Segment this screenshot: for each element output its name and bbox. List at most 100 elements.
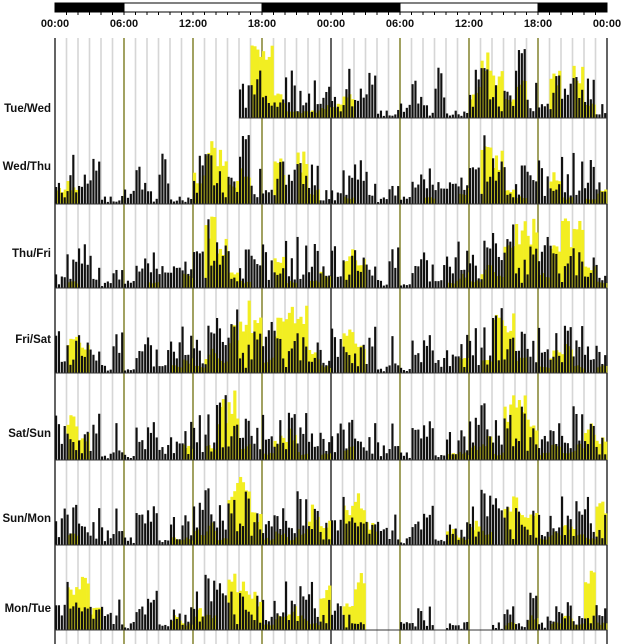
activity-bar <box>175 358 178 373</box>
activity-bar <box>287 174 291 204</box>
activity-bar <box>586 182 590 204</box>
activity-bar <box>152 252 155 288</box>
activity-bar <box>256 427 259 460</box>
activity-bar <box>469 168 472 204</box>
activity-bar <box>512 197 515 204</box>
activity-bar <box>55 335 58 373</box>
activity-bar <box>112 346 115 373</box>
activity-bar <box>264 252 268 288</box>
activity-bar <box>101 199 104 204</box>
activity-bar <box>322 266 325 288</box>
activity-bar <box>152 599 155 630</box>
activity-bar <box>72 507 75 545</box>
activity-bar <box>523 627 526 630</box>
activity-bar <box>106 281 109 288</box>
activity-bar <box>425 105 429 118</box>
activity-bar <box>474 265 477 288</box>
light-bar <box>598 443 602 460</box>
activity-bar <box>348 521 351 545</box>
activity-bar <box>538 448 541 460</box>
light-bar <box>236 592 240 630</box>
activity-bar <box>446 188 449 204</box>
activity-bar <box>316 342 319 373</box>
activity-bar <box>371 195 374 204</box>
activity-bar <box>115 269 118 288</box>
light-bar <box>348 256 352 288</box>
light-bar <box>351 332 355 373</box>
activity-bar <box>451 354 454 373</box>
activity-bar <box>331 101 334 118</box>
activity-bar <box>408 457 411 460</box>
activity-bar <box>520 331 523 373</box>
activity-bar <box>339 193 342 204</box>
activity-bar <box>428 281 431 288</box>
activity-bar <box>503 418 506 460</box>
activity-bar <box>494 180 498 204</box>
activity-bar <box>333 452 337 460</box>
activity-bar <box>310 266 314 288</box>
activity-bar <box>552 356 555 373</box>
light-bar <box>213 147 217 204</box>
activity-bar <box>158 540 161 545</box>
activity-bar <box>437 281 440 288</box>
activity-bar <box>400 285 403 288</box>
activity-bar <box>230 513 233 545</box>
activity-bar <box>569 256 572 288</box>
activity-bar <box>523 333 526 373</box>
activity-bar <box>126 369 130 373</box>
activity-bar <box>279 273 282 288</box>
activity-bar <box>305 175 308 204</box>
activity-bar <box>204 364 207 373</box>
activity-bar <box>279 338 282 373</box>
activity-bar <box>391 423 394 460</box>
activity-bar <box>592 615 595 630</box>
activity-bar <box>497 435 500 460</box>
activity-bar <box>195 251 199 288</box>
activity-bar <box>466 112 469 118</box>
activity-bar <box>336 106 339 118</box>
activity-bar <box>400 622 403 630</box>
activity-bar <box>368 72 371 118</box>
activity-bar <box>549 245 552 288</box>
activity-bar <box>400 199 403 204</box>
activity-bar <box>391 530 394 545</box>
activity-bar <box>313 357 316 373</box>
activity-bar <box>463 269 466 288</box>
light-bar <box>552 172 556 204</box>
activity-bar <box>144 523 147 545</box>
activity-bar <box>333 200 337 204</box>
activity-bar <box>218 171 222 204</box>
activity-bar <box>313 244 316 288</box>
activity-bar <box>492 504 495 545</box>
activity-bar <box>124 283 127 288</box>
activity-bar <box>279 528 282 545</box>
activity-bar <box>170 272 173 288</box>
activity-bar <box>135 612 138 630</box>
activity-bar <box>466 450 469 460</box>
activity-bar <box>155 437 158 460</box>
activity-bar <box>575 275 578 288</box>
light-bar <box>532 218 536 288</box>
activity-bar <box>316 446 319 460</box>
activity-bar <box>552 253 555 288</box>
activity-bar <box>195 591 199 630</box>
activity-bar <box>299 163 302 204</box>
activity-bar <box>172 517 176 545</box>
light-bar <box>63 189 67 204</box>
activity-bar <box>420 529 423 545</box>
light-bar <box>213 216 217 288</box>
activity-bar <box>216 527 219 545</box>
activity-bar <box>253 443 256 460</box>
activity-bar <box>221 520 224 545</box>
activity-bar <box>356 270 360 288</box>
activity-bar <box>95 170 98 204</box>
light-bar <box>494 155 499 204</box>
activity-bar <box>394 514 397 545</box>
activity-bar <box>216 589 219 630</box>
light-bar <box>489 70 493 118</box>
light-bar <box>345 261 349 288</box>
activity-bar <box>267 621 270 630</box>
activity-bar <box>345 194 348 204</box>
activity-bar <box>520 524 523 545</box>
activity-bar <box>486 181 489 204</box>
